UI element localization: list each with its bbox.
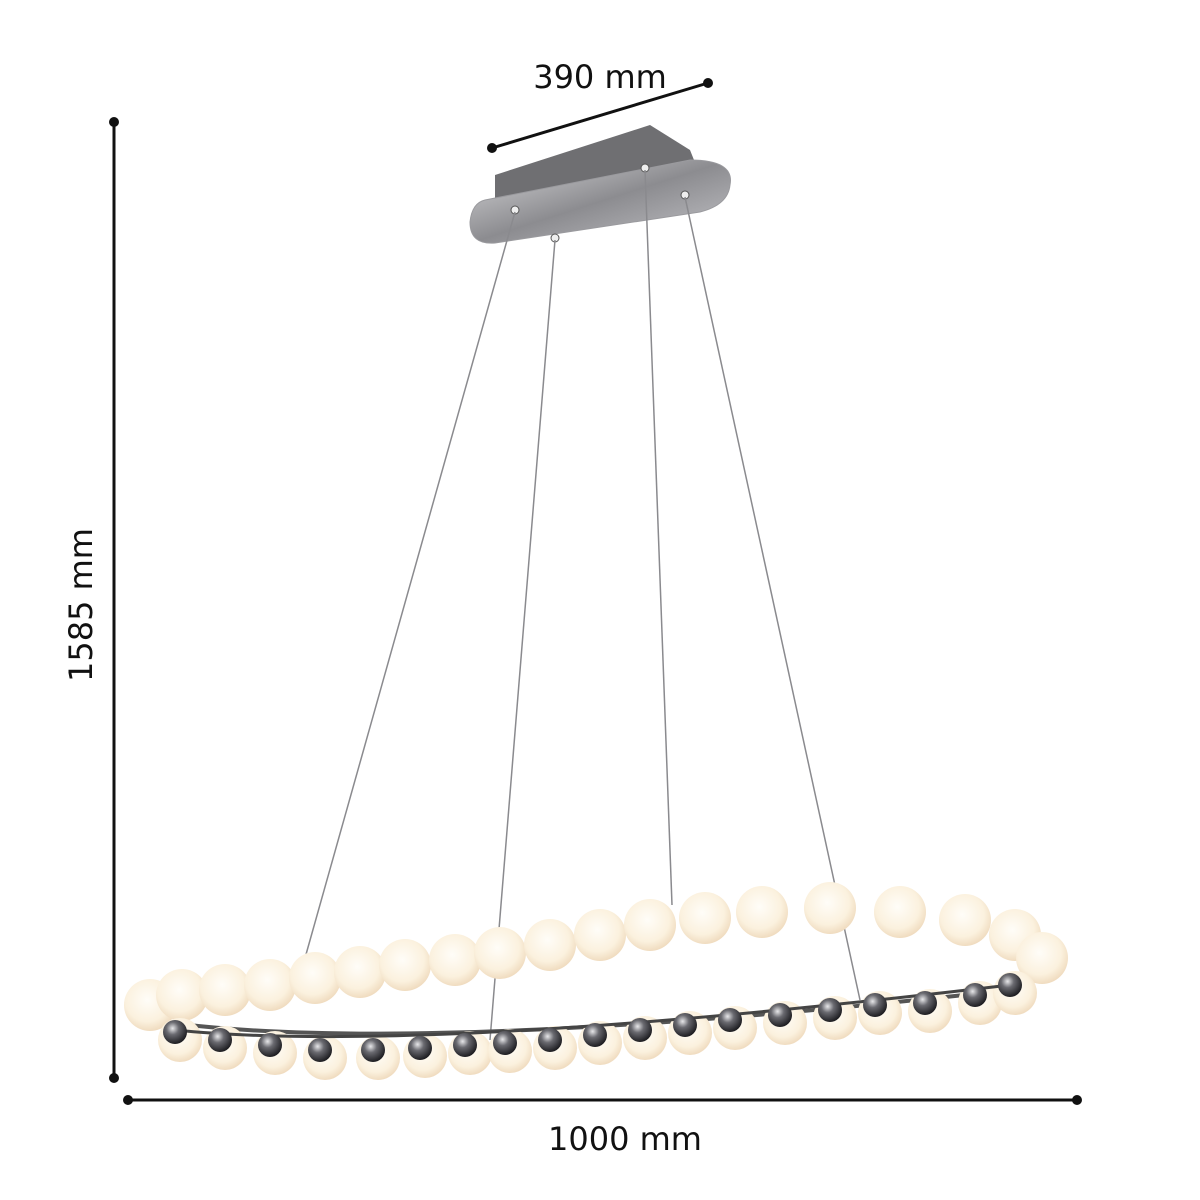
depth-label: 390 mm (533, 58, 667, 96)
wire (644, 169, 673, 906)
chrome-bead (308, 1038, 332, 1062)
chrome-bead (628, 1018, 652, 1042)
width-label: 1000 mm (548, 1120, 702, 1158)
width-endpoint (1072, 1095, 1082, 1105)
chrome-bead (768, 1003, 792, 1027)
chrome-bead (863, 993, 887, 1017)
chrome-bead (818, 998, 842, 1022)
glass-sphere (1016, 932, 1068, 984)
chrome-bead (208, 1028, 232, 1052)
suspension-wires (304, 169, 861, 1041)
glass-sphere (429, 934, 481, 986)
wire (684, 196, 861, 1001)
glass-sphere (524, 919, 576, 971)
height-endpoint (109, 1073, 119, 1083)
chrome-bead (258, 1033, 282, 1057)
height-dimension: 1585 mm (62, 117, 119, 1083)
glass-sphere (289, 952, 341, 1004)
depth-endpoint (487, 143, 497, 153)
chrome-bead (493, 1031, 517, 1055)
glass-sphere (624, 899, 676, 951)
glass-sphere (334, 946, 386, 998)
glass-sphere (156, 969, 208, 1021)
glass-sphere (199, 964, 251, 1016)
sphere-ring (124, 882, 1068, 1080)
chrome-bead (673, 1013, 697, 1037)
canopy-plate (469, 159, 731, 244)
depth-endpoint (703, 78, 713, 88)
chrome-bead (453, 1033, 477, 1057)
glass-sphere (804, 882, 856, 934)
chrome-bead (163, 1020, 187, 1044)
chrome-bead (998, 973, 1022, 997)
depth-line (491, 81, 709, 150)
chrome-bead (538, 1028, 562, 1052)
wire (304, 211, 516, 959)
glass-sphere (679, 892, 731, 944)
chrome-bead (718, 1008, 742, 1032)
glass-sphere (244, 959, 296, 1011)
glass-sphere (379, 939, 431, 991)
chrome-bead (583, 1023, 607, 1047)
chrome-bead (361, 1038, 385, 1062)
glass-sphere (474, 927, 526, 979)
chrome-bead (913, 991, 937, 1015)
glass-sphere (736, 886, 788, 938)
ceiling-canopy (469, 125, 731, 244)
chrome-bead (408, 1036, 432, 1060)
width-endpoint (123, 1095, 133, 1105)
width-dimension: 1000 mm (123, 1095, 1082, 1158)
glass-sphere (574, 909, 626, 961)
height-endpoint (109, 117, 119, 127)
glass-sphere (874, 886, 926, 938)
height-label: 1585 mm (62, 528, 100, 682)
chrome-bead (963, 983, 987, 1007)
wire (489, 239, 556, 1041)
glass-sphere (939, 894, 991, 946)
depth-dimension: 390 mm (487, 58, 713, 153)
